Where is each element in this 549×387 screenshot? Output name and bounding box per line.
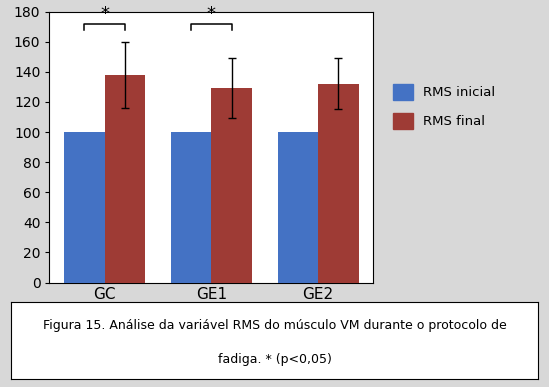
Legend: RMS inicial, RMS final: RMS inicial, RMS final [393,84,495,129]
Text: fadiga. * (p<0,05): fadiga. * (p<0,05) [217,353,332,366]
Bar [277,132,318,283]
Bar [64,132,105,283]
Bar [211,88,252,283]
Text: Figura 15. Análise da variável RMS do músculo VM durante o protocolo de: Figura 15. Análise da variável RMS do mú… [43,319,506,332]
Bar [318,84,358,283]
Bar [105,75,145,283]
Text: *: * [207,5,216,23]
Bar [171,132,211,283]
Text: *: * [100,5,109,23]
